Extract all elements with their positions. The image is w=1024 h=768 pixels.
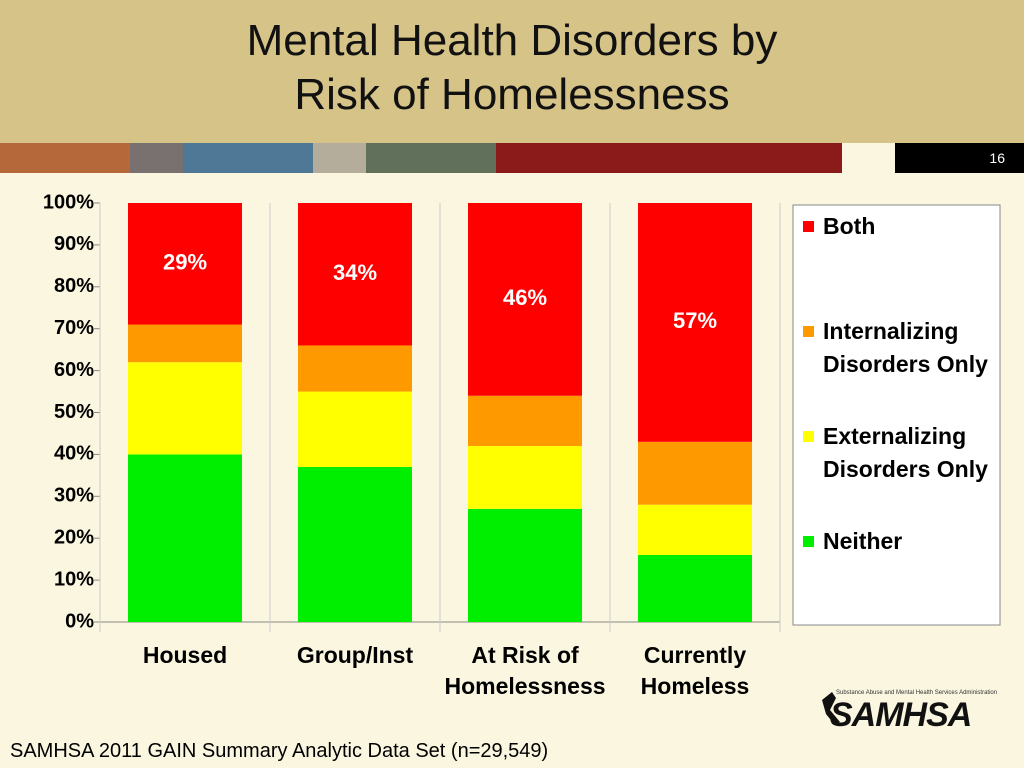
legend-label: Neither <box>823 528 903 554</box>
y-tick-label: 10% <box>54 568 94 590</box>
y-tick-label: 50% <box>54 401 94 423</box>
y-tick-label: 80% <box>54 275 94 297</box>
bar-segment <box>468 446 582 509</box>
data-label: 34% <box>333 260 377 285</box>
legend-swatch <box>803 431 814 442</box>
bar-segment <box>468 508 582 622</box>
bar-segment <box>468 203 582 396</box>
y-tick-label: 100% <box>43 191 94 213</box>
y-tick-label: 60% <box>54 359 94 381</box>
bar-segment <box>298 203 412 346</box>
legend-swatch <box>803 536 814 547</box>
bar-segment <box>638 441 752 505</box>
bar-segment <box>298 345 412 392</box>
bar-segment <box>298 391 412 467</box>
y-tick-label: 30% <box>54 485 94 507</box>
data-label: 57% <box>673 308 717 333</box>
bar-segment <box>128 454 242 622</box>
slide-title: Mental Health Disorders by Risk of Homel… <box>246 16 778 119</box>
x-tick-label: At Risk of Homelessness <box>444 642 606 699</box>
stripe <box>366 143 496 173</box>
stripe <box>183 143 313 173</box>
bar-segment <box>298 466 412 622</box>
y-tick-label: 0% <box>65 610 94 632</box>
bar-segment <box>128 362 242 455</box>
stripe <box>496 143 842 173</box>
stripe <box>130 143 183 173</box>
logo-icon <box>822 692 840 724</box>
stripe <box>0 143 130 173</box>
page-number: 16 <box>989 150 1005 166</box>
x-tick-label: Currently Homeless <box>640 642 750 699</box>
legend-swatch <box>803 326 814 337</box>
bar-segment <box>638 554 752 622</box>
bar-segment <box>638 504 752 555</box>
y-tick-label: 40% <box>54 443 94 465</box>
x-tick-label: Group/Inst <box>296 642 414 668</box>
legend-label: Internalizing Disorders Only <box>823 318 988 377</box>
legend-box <box>792 204 1001 626</box>
header-band <box>0 0 1024 143</box>
y-tick-label: 20% <box>54 526 94 548</box>
legend-swatch <box>803 221 814 232</box>
legend-label: Externalizing Disorders Only <box>823 423 988 482</box>
logo-tagline: Substance Abuse and Mental Health Servic… <box>836 690 998 696</box>
bar-segment <box>128 203 242 325</box>
bar-segment <box>638 203 752 442</box>
y-tick-label: 70% <box>54 317 94 339</box>
data-label: 46% <box>503 285 547 310</box>
bar-segment <box>468 395 582 447</box>
stripe <box>313 143 366 173</box>
stripe <box>895 143 1024 173</box>
y-tick-label: 90% <box>54 233 94 255</box>
x-tick-label: Housed <box>142 642 228 668</box>
bar-segment <box>128 324 242 363</box>
data-label: 29% <box>163 250 207 275</box>
source-note: SAMHSA 2011 GAIN Summary Analytic Data S… <box>10 740 549 762</box>
legend-label: Both <box>823 213 876 239</box>
logo: SAMHSA <box>830 696 972 734</box>
